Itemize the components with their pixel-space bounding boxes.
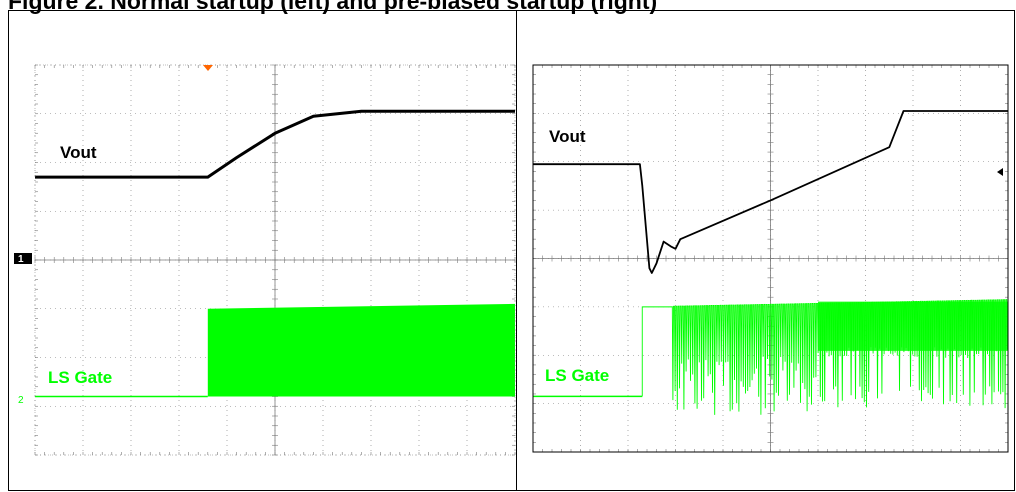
left-gate-switching-band <box>207 303 516 397</box>
right-grid <box>532 64 1009 453</box>
right-scope-panel <box>532 64 1009 453</box>
right-vout-trace <box>533 110 1008 274</box>
right-ls-gate-trace <box>533 299 1009 415</box>
right-offset-marker-icon <box>997 168 1003 176</box>
right-gate-label: LS Gate <box>545 366 609 385</box>
left-plot-border <box>34 64 516 456</box>
left-scope-panel <box>34 64 516 456</box>
left-vout-trace <box>35 109 515 179</box>
channel-1-marker: 1 <box>18 254 24 265</box>
channel-1-marker-box <box>14 253 32 264</box>
left-vout-label: Vout <box>60 143 97 162</box>
panel-divider <box>516 10 517 491</box>
right-gate-dense-band <box>818 301 1008 351</box>
left-gate-label: LS Gate <box>48 368 112 387</box>
left-ls-gate-trace <box>35 303 516 398</box>
figure-frame <box>8 10 1015 491</box>
channel-2-marker: 2 <box>18 395 24 406</box>
right-vout-label: Vout <box>549 127 586 146</box>
trigger-marker-icon <box>203 65 213 71</box>
right-plot-border <box>532 64 1009 453</box>
